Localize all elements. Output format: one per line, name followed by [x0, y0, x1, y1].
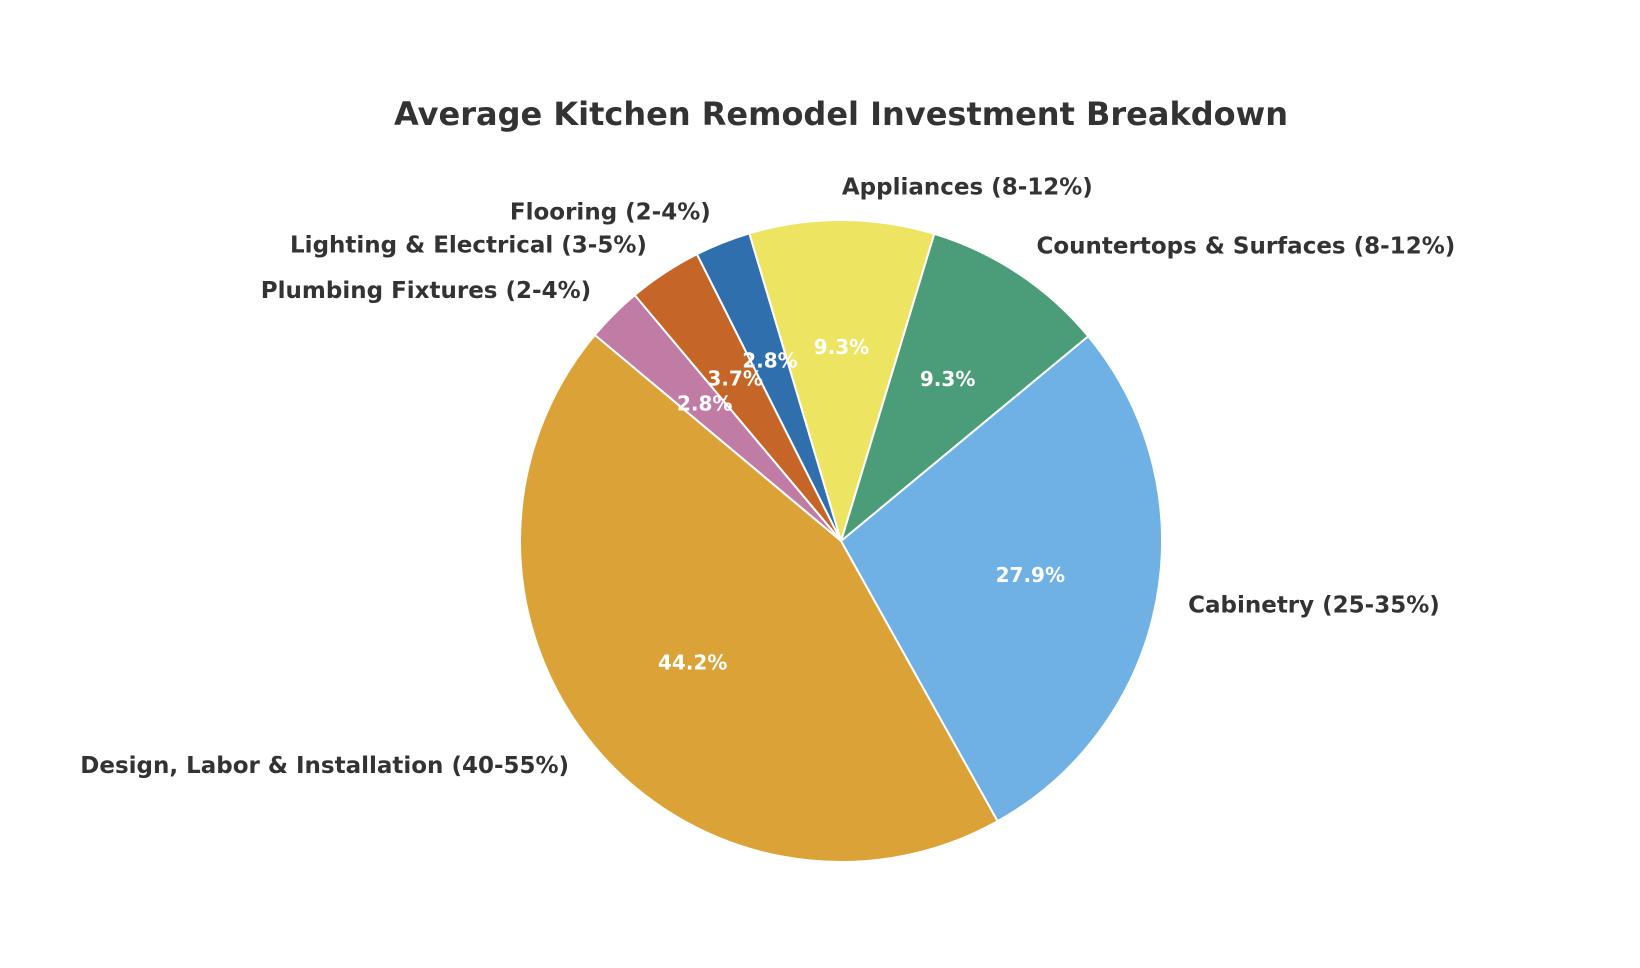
chart-title: Average Kitchen Remodel Investment Break…	[394, 95, 1288, 133]
value-label: 2.8%	[677, 391, 732, 415]
slice-label: Design, Labor & Installation (40-55%)	[80, 753, 569, 779]
slice-label: Flooring (2-4%)	[510, 199, 711, 225]
pie-slice	[839, 334, 1163, 823]
slice-label: Cabinetry (25-35%)	[1188, 592, 1440, 618]
value-label: 9.3%	[920, 367, 975, 391]
value-label: 2.8%	[742, 348, 797, 372]
value-label: 27.9%	[996, 563, 1065, 587]
pie-slice	[519, 333, 999, 863]
slice-label: Appliances (8-12%)	[842, 174, 1093, 200]
pie-slice	[748, 219, 936, 545]
value-label: 44.2%	[658, 650, 727, 674]
value-label: 3.7%	[707, 367, 762, 391]
pie-slice	[839, 232, 1090, 544]
slice-label: Lighting & Electrical (3-5%)	[290, 233, 647, 259]
slice-label: Countertops & Surfaces (8-12%)	[1037, 233, 1456, 259]
slice-label: Plumbing Fixtures (2-4%)	[261, 278, 591, 304]
value-label: 9.3%	[814, 335, 869, 359]
